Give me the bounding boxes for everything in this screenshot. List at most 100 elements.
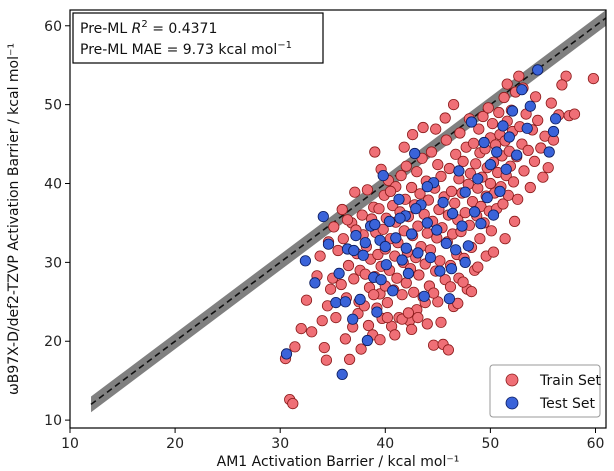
train-point — [447, 99, 460, 111]
test-point — [472, 173, 484, 185]
train-point — [430, 123, 442, 135]
annotation-mae-sup: −1 — [277, 40, 292, 51]
train-point — [398, 141, 410, 153]
train-point — [320, 354, 332, 366]
x-axis-label: AM1 Activation Barrier / kcal mol⁻¹ — [217, 454, 460, 470]
train-point — [474, 233, 486, 245]
test-point — [396, 254, 408, 266]
test-point — [421, 181, 433, 193]
train-point — [435, 316, 447, 328]
train-point — [512, 193, 524, 205]
train-point — [400, 277, 412, 289]
train-point — [467, 137, 480, 149]
train-point — [452, 297, 464, 309]
test-point — [456, 220, 468, 232]
x-tick-label: 20 — [166, 436, 184, 452]
train-point — [328, 221, 340, 233]
test-point — [348, 244, 360, 257]
test-point — [459, 256, 471, 268]
test-point — [475, 218, 487, 230]
legend: Train Set Test Set — [489, 364, 602, 418]
train-point — [484, 177, 496, 190]
train-point — [425, 146, 438, 158]
train-point — [477, 110, 489, 123]
train-point — [445, 185, 458, 197]
test-point — [462, 240, 474, 252]
parity-line — [90, 17, 606, 405]
y-tick-label: 30 — [44, 255, 62, 271]
annotation-r2-var: R — [132, 21, 142, 37]
train-point — [412, 311, 424, 324]
train-point — [432, 159, 444, 171]
plot-frame — [69, 9, 607, 429]
test-point — [371, 306, 383, 318]
train-point — [473, 123, 485, 135]
ticks-layer: 10 20 30 40 50 60 10 20 30 40 50 60 — [44, 19, 604, 452]
test-point — [322, 238, 335, 250]
train-point — [528, 155, 541, 167]
train-point — [537, 171, 549, 183]
train-point — [497, 198, 509, 210]
train-point — [487, 246, 500, 258]
train-point — [405, 181, 418, 194]
train-point — [442, 344, 454, 356]
train-point — [348, 273, 360, 285]
train-point — [439, 112, 451, 124]
test-point — [354, 293, 366, 305]
test-point — [421, 217, 433, 229]
test-point — [484, 159, 496, 171]
annotation-r2-value: = 0.4371 — [148, 21, 218, 37]
train-point — [472, 182, 484, 194]
train-point — [361, 184, 373, 196]
test-point — [494, 185, 506, 197]
y-tick-label: 40 — [44, 177, 62, 193]
train-point — [391, 272, 403, 284]
test-point — [446, 207, 459, 220]
train-point — [464, 167, 476, 179]
train-point — [457, 276, 469, 288]
x-tick-label: 10 — [61, 436, 79, 452]
train-point — [362, 319, 375, 332]
train-point — [400, 160, 412, 172]
train-point — [417, 121, 429, 134]
points-layer — [279, 64, 600, 410]
test-point — [524, 100, 536, 112]
test-point — [400, 242, 412, 254]
train-point — [518, 165, 530, 177]
annotation-r2-sup: 2 — [141, 19, 147, 30]
train-point — [374, 334, 386, 346]
test-point — [497, 120, 509, 132]
x-tick-label: 40 — [376, 436, 394, 452]
y-tick-label: 60 — [44, 19, 62, 35]
test-point — [336, 368, 348, 380]
test-point — [431, 224, 443, 236]
test-point — [330, 296, 342, 309]
train-point — [421, 227, 433, 239]
train-point — [485, 225, 497, 237]
test-point — [465, 116, 478, 128]
train-point — [587, 73, 600, 85]
annotation-box: Pre-ML R2 = 0.4371 Pre-ML MAE = 9.73 kca… — [72, 12, 324, 64]
train-point — [449, 197, 461, 209]
test-point — [500, 163, 512, 175]
test-point — [487, 209, 500, 221]
test-point — [350, 230, 362, 242]
train-point — [406, 129, 419, 141]
annotation-mae-text: Pre-ML MAE = 9.73 kcal mol — [80, 42, 277, 58]
train-point — [457, 155, 469, 167]
test-point — [402, 267, 414, 279]
annotation-r2-prefix: Pre-ML — [80, 21, 132, 37]
train-point — [369, 146, 381, 158]
train-point — [402, 307, 414, 319]
test-point — [549, 113, 562, 125]
train-point — [314, 250, 326, 262]
train-point — [341, 214, 354, 226]
test-point — [532, 64, 544, 76]
x-tick-label: 50 — [481, 436, 499, 452]
test-point — [437, 196, 449, 208]
train-point — [499, 233, 511, 245]
train-point — [444, 281, 457, 293]
train-point — [316, 315, 328, 327]
train-point — [421, 318, 433, 330]
train-point — [356, 209, 368, 221]
